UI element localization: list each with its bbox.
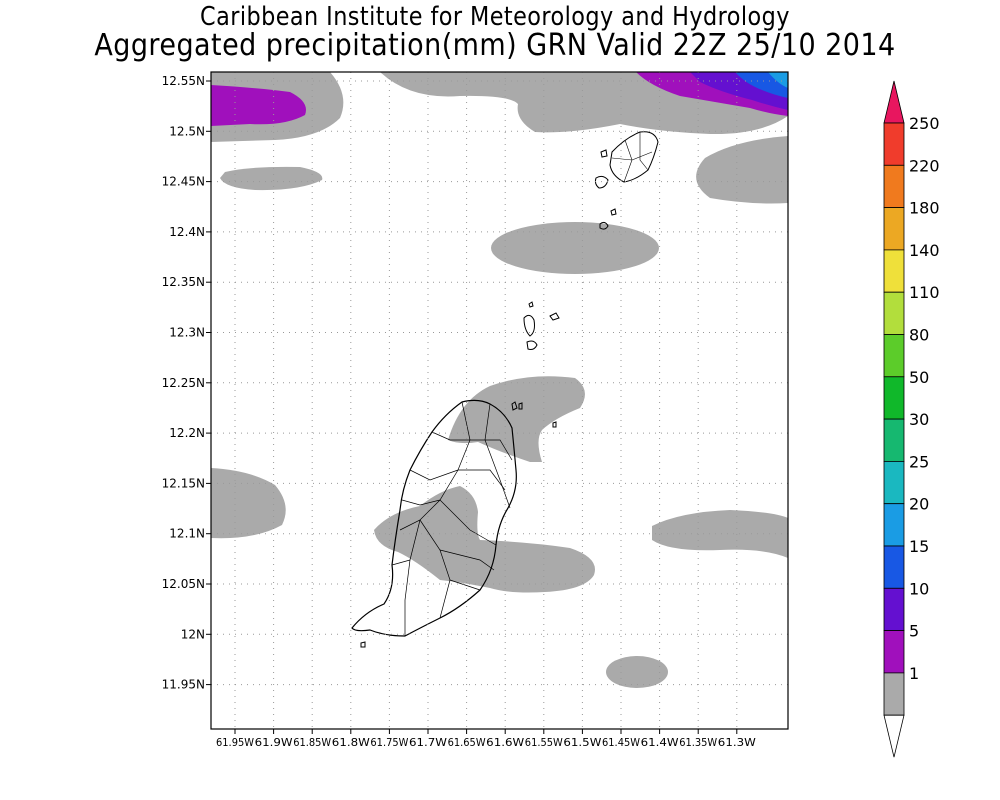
legend-swatch [883, 503, 905, 547]
legend-label: 250 [909, 114, 940, 133]
islet [552, 421, 557, 428]
legend-swatch [883, 122, 905, 166]
legend-label: 20 [909, 495, 929, 514]
legend-swatch [883, 249, 905, 293]
precip-area [448, 376, 585, 462]
legend-label: 10 [909, 579, 929, 598]
legend-label: 1 [909, 664, 919, 683]
lat-tick-label: 12.05N [162, 577, 205, 591]
lat-tick-label: 12N [181, 627, 205, 641]
islet [511, 401, 518, 411]
lat-tick-label: 11.95N [162, 678, 205, 692]
legend-label: 110 [909, 283, 940, 302]
lon-tick-label: 61.75W [370, 736, 408, 749]
precip-area [768, 72, 788, 88]
legend-swatch [883, 376, 905, 420]
precip-area [696, 136, 788, 204]
legend-swatch [883, 672, 905, 716]
lon-tick-label: 61.9W [255, 736, 293, 749]
color-legend: 250 220 180 140 110 80 50 30 25 20 15 10 5 1 [883, 80, 940, 758]
islet [599, 221, 609, 230]
parish-boundaries [391, 401, 513, 636]
islet [523, 314, 535, 337]
legend-label: 25 [909, 452, 929, 471]
islet [360, 641, 366, 648]
legend-swatch [883, 630, 905, 674]
lon-tick-label: 61.6W [486, 736, 524, 749]
carriacou-boundaries [611, 132, 653, 183]
islet [528, 301, 534, 308]
lon-tick-label: 61.8W [332, 736, 370, 749]
legend-label: 15 [909, 537, 929, 556]
legend-swatch [883, 587, 905, 631]
chart-subtitle: Aggregated precipitation(mm) GRN Valid 2… [94, 28, 896, 63]
legend-label: 220 [909, 156, 940, 175]
legend-swatch [883, 460, 905, 505]
lon-tick-label: 61.5W [563, 736, 601, 749]
legend-swatch [883, 334, 905, 378]
lat-tick-label: 12.15N [162, 476, 205, 490]
lat-tick-label: 12.2N [169, 426, 205, 440]
lat-tick-label: 12.55N [162, 74, 205, 88]
lat-tick-label: 12.25N [162, 376, 205, 390]
legend-swatch [883, 291, 905, 335]
precip-area [211, 468, 286, 539]
legend-label: 140 [909, 241, 940, 260]
lon-tick-label: 61.7W [409, 736, 447, 749]
legend-swatch [883, 545, 905, 589]
lat-tick-label: 12.5N [169, 124, 205, 138]
legend-arrow-bottom [883, 714, 905, 758]
lat-tick-label: 12.45N [162, 175, 205, 189]
lat-tick-label: 12.35N [162, 275, 205, 289]
precip-area [220, 166, 323, 191]
chart-title: Caribbean Institute for Meteorology and … [200, 2, 790, 32]
lon-tick-label: 61.85W [293, 736, 331, 749]
precip-area [374, 486, 595, 593]
lon-tick-label: 61.3W [718, 736, 756, 749]
islet [549, 312, 560, 321]
plot-frame [210, 71, 789, 730]
map-grid [211, 72, 788, 729]
lon-tick-label: 61.95W [216, 736, 254, 749]
lat-tick-label: 12.3N [169, 326, 205, 340]
legend-swatch [883, 164, 905, 209]
islet [600, 149, 608, 158]
lat-tick-label: 12.1N [169, 527, 205, 541]
precip-area [211, 85, 306, 126]
precip-area [606, 656, 668, 688]
legend-arrow-top [883, 80, 905, 124]
lon-tick-label: 61.65W [448, 736, 486, 749]
legend-label: 80 [909, 326, 929, 345]
precipitation-fields [211, 72, 788, 688]
legend-label: 30 [909, 410, 929, 429]
lat-tick-label: 12.4N [169, 225, 205, 239]
lon-tick-label: 61.4W [641, 736, 679, 749]
precip-area [652, 510, 788, 558]
islet [518, 402, 523, 410]
legend-swatch [883, 418, 905, 462]
legend-label: 50 [909, 368, 929, 387]
lon-tick-label: 61.35W [679, 736, 717, 749]
legend-label: 180 [909, 199, 940, 218]
lon-tick-label: 61.45W [602, 736, 640, 749]
islet [526, 340, 538, 350]
precip-area [491, 222, 659, 274]
legend-label: 5 [909, 622, 919, 641]
legend-swatch [883, 207, 905, 251]
islet [594, 175, 609, 189]
islet [610, 208, 617, 216]
carriacou-island [609, 131, 659, 183]
longitude-labels: 61.95W 61.9W 61.85W 61.8W 61.75W 61.7W 61.65W 6… [216, 729, 756, 749]
latitude-labels: 12.55N 12.5N 12.45N 12.4N 12.35N 12.3N 12.25N 1… [162, 74, 211, 692]
lon-tick-label: 61.55W [525, 736, 563, 749]
